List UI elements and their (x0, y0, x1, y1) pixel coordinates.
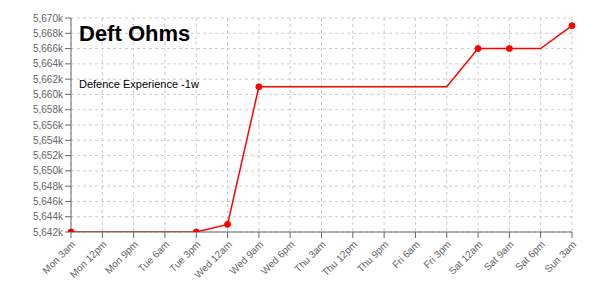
svg-text:5,648k: 5,648k (33, 181, 64, 192)
svg-text:5,652k: 5,652k (33, 150, 64, 161)
svg-text:Tue 3pm: Tue 3pm (167, 238, 203, 275)
svg-text:5,656k: 5,656k (33, 120, 64, 131)
svg-text:Thu 9pm: Thu 9pm (355, 239, 391, 275)
svg-text:Fri 6am: Fri 6am (390, 239, 422, 271)
svg-text:5,658k: 5,658k (33, 104, 64, 115)
svg-text:Fri 3pm: Fri 3pm (421, 238, 454, 271)
svg-text:Tue 6am: Tue 6am (136, 239, 171, 274)
svg-text:Sun 3am: Sun 3am (542, 239, 578, 275)
svg-text:Sat 12am: Sat 12am (446, 239, 484, 277)
svg-text:Thu 12pm: Thu 12pm (320, 239, 360, 279)
html-text:Defence Experience -1w: Defence Experience -1w (79, 77, 199, 90)
svg-text:Thu 3am: Thu 3am (292, 238, 328, 275)
svg-text:Mon 3am: Mon 3am (40, 238, 78, 276)
svg-text:Wed 12am: Wed 12am (192, 239, 234, 281)
svg-text:Wed 9am: Wed 9am (227, 238, 266, 277)
svg-text:5,646k: 5,646k (33, 196, 64, 207)
svg-text:5,662k: 5,662k (33, 74, 64, 85)
svg-text:Sat 6pm: Sat 6pm (513, 238, 548, 273)
svg-text:Mon 9pm: Mon 9pm (103, 239, 140, 276)
svg-text:5,668k: 5,668k (33, 28, 64, 39)
svg-text:5,664k: 5,664k (33, 58, 64, 69)
svg-text:5,642k: 5,642k (33, 227, 64, 238)
svg-text:Mon 12pm: Mon 12pm (68, 239, 109, 280)
svg-text:5,644k: 5,644k (33, 211, 64, 222)
svg-text:5,670k: 5,670k (33, 13, 64, 24)
svg-text:5,650k: 5,650k (33, 165, 64, 176)
svg-text:Wed 6pm: Wed 6pm (259, 239, 297, 277)
svg-text:Sat 9am: Sat 9am (482, 239, 516, 273)
svg-text:5,666k: 5,666k (33, 43, 64, 54)
svg-text:5,660k: 5,660k (33, 89, 64, 100)
svg-text:5,654k: 5,654k (33, 135, 64, 146)
html-text:Deft Ohms: Deft Ohms (79, 21, 191, 46)
